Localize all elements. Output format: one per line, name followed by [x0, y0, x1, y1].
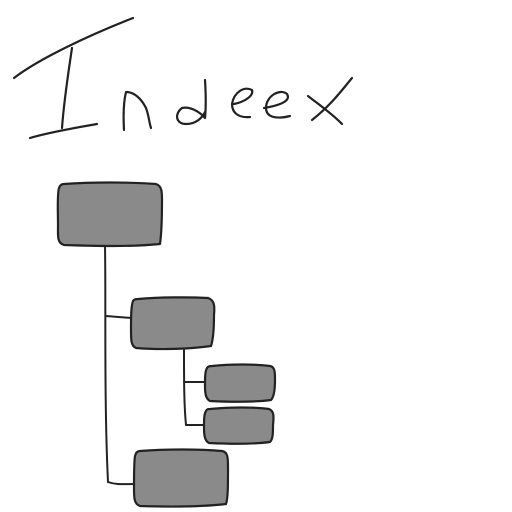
connector-child-2 — [108, 482, 134, 484]
connector-child-1 — [106, 316, 132, 318]
tree-node-child-2 — [134, 450, 228, 507]
tree-node-root — [58, 183, 162, 247]
tree-node-child-1 — [131, 297, 214, 349]
tree-node-grandchild-1 — [205, 365, 275, 402]
tree-node-grandchild-2 — [204, 408, 274, 444]
connector-root-trunk — [105, 246, 108, 482]
connector-child-1-trunk — [184, 350, 186, 425]
